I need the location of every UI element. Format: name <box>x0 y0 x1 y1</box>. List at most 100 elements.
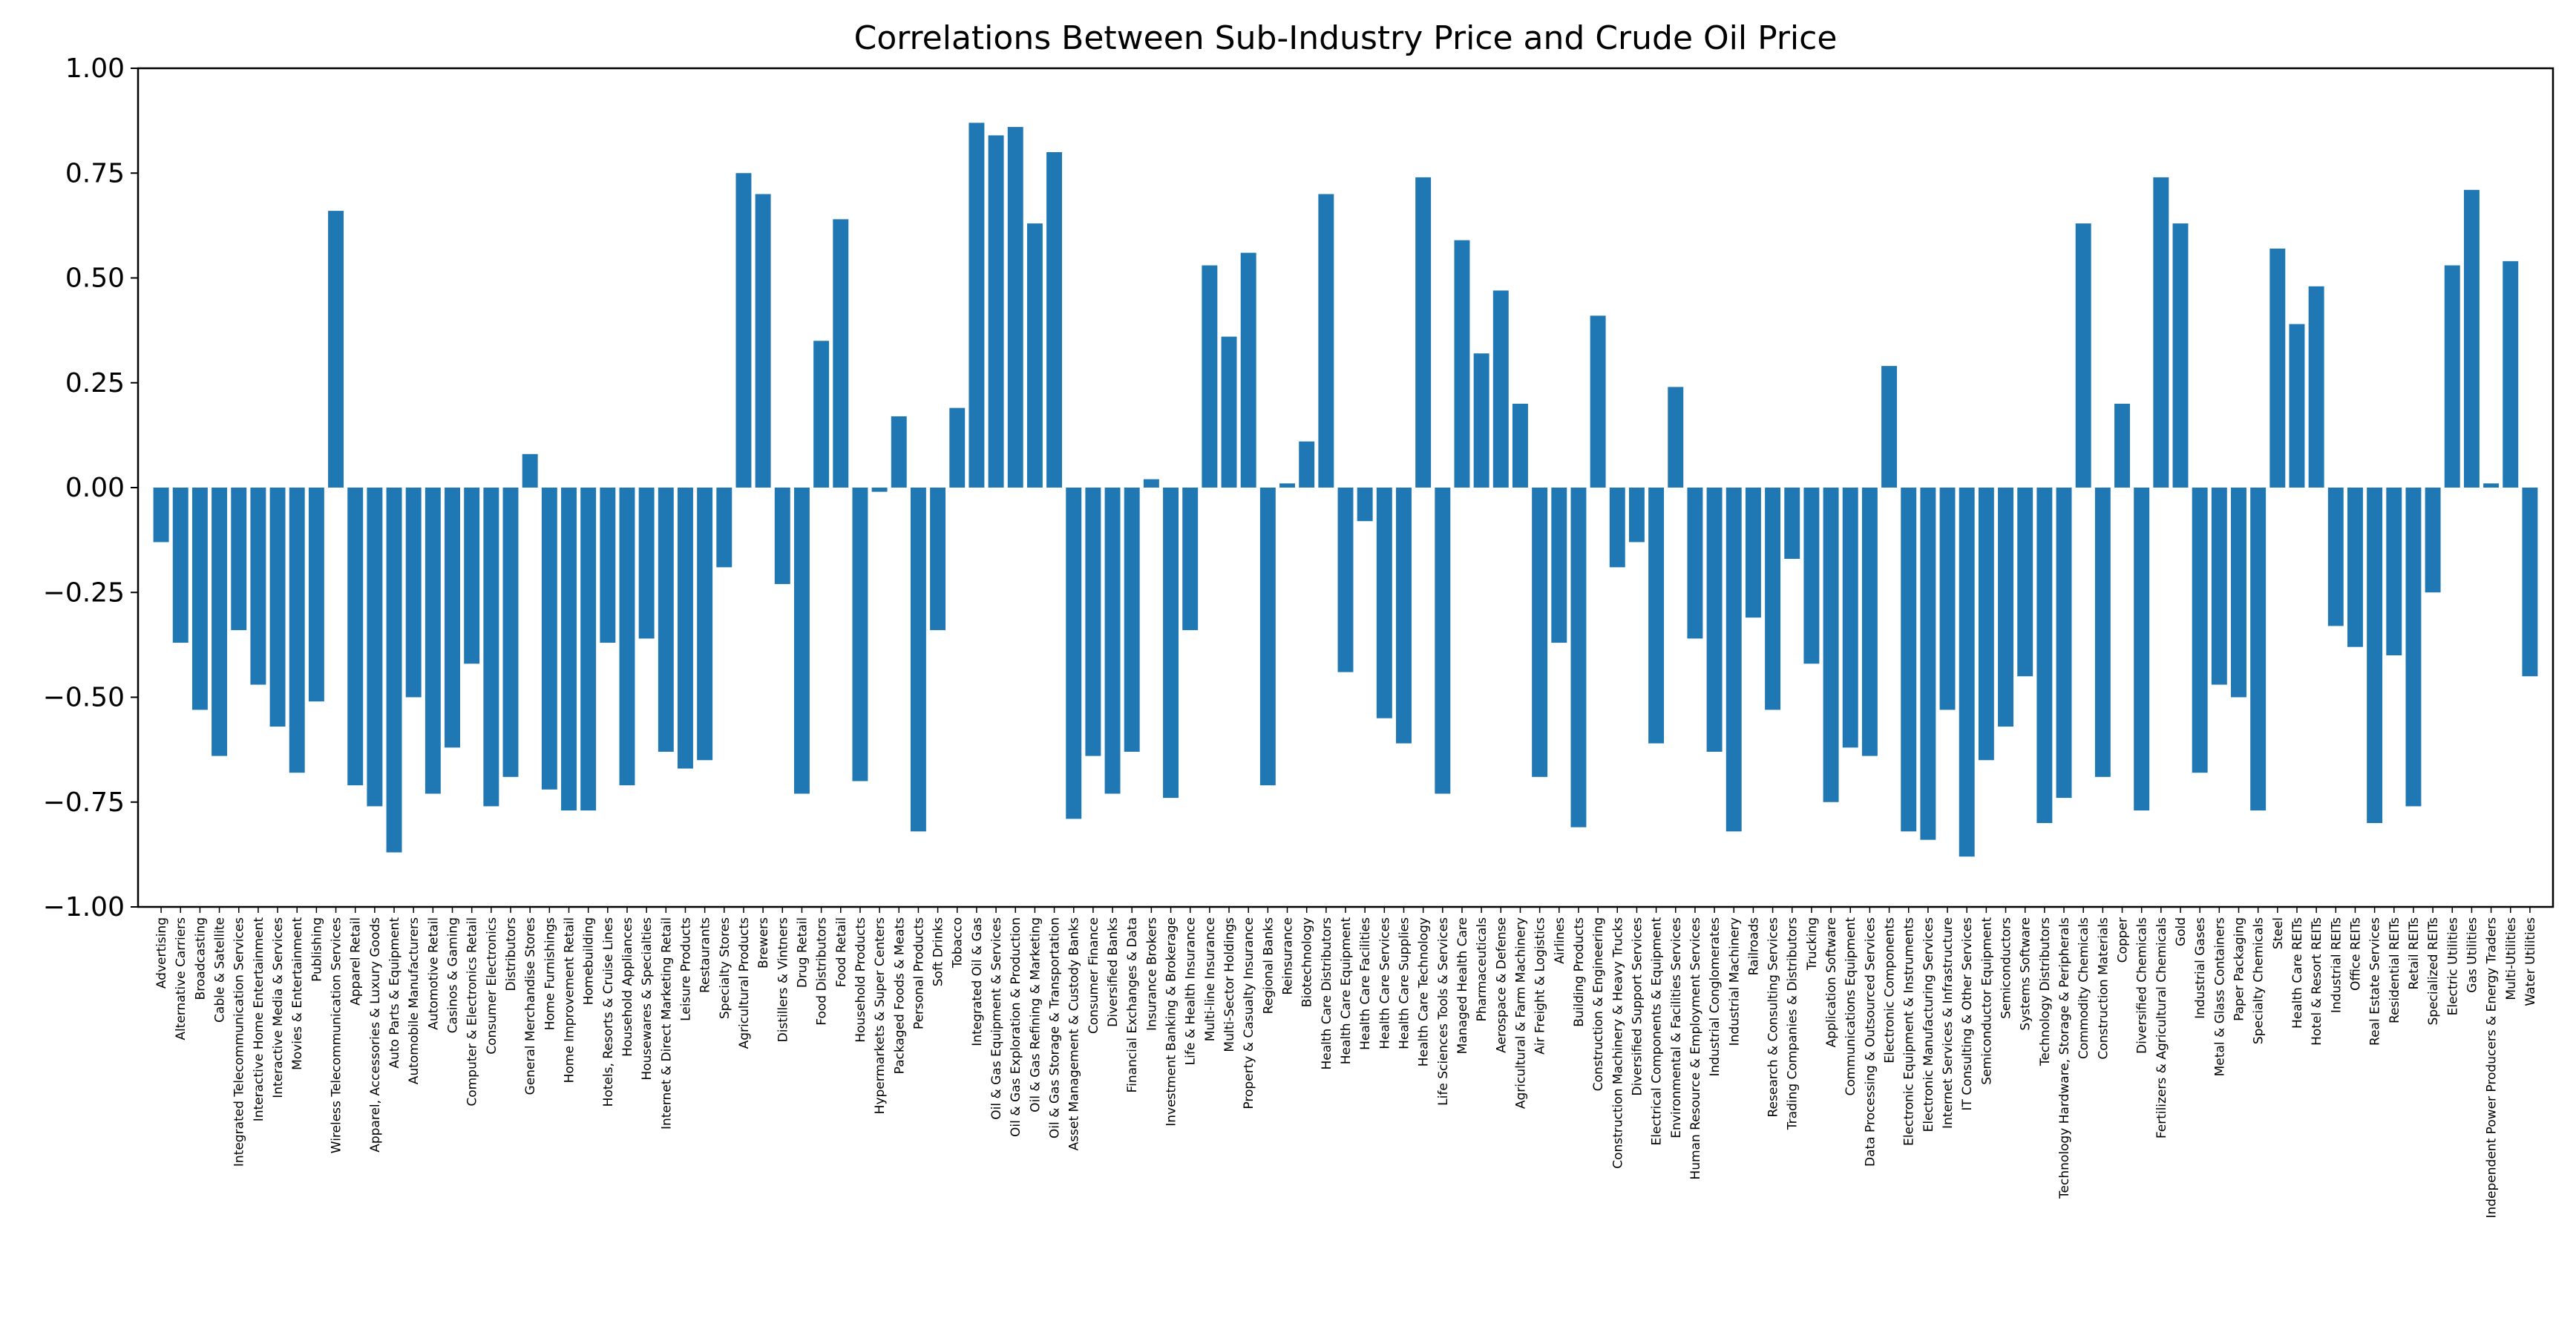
bar <box>1803 488 1820 664</box>
bar <box>2444 265 2460 488</box>
bar <box>1435 488 1451 794</box>
bar <box>1609 488 1625 568</box>
x-tick-label: Semiconductors <box>1999 917 2014 1019</box>
x-tick-label: Tobacco <box>951 917 966 969</box>
x-tick-label: Industrial Conglomerates <box>1708 917 1723 1077</box>
bar <box>1532 488 1548 777</box>
bar <box>949 407 966 488</box>
bar <box>445 488 460 748</box>
bar <box>231 488 247 631</box>
bar <box>1376 488 1392 718</box>
bar <box>1299 441 1315 488</box>
bar <box>386 488 402 853</box>
x-tick-label: General Merchandise Stores <box>523 917 538 1095</box>
y-tick-label: −1.00 <box>43 892 125 922</box>
bar <box>891 416 907 488</box>
bar <box>1687 488 1703 639</box>
bar <box>1784 488 1800 560</box>
bar <box>1765 488 1781 710</box>
x-tick-label: Agricultural & Farm Machinery <box>1513 917 1528 1109</box>
x-tick-label: Industrial REITs <box>2329 917 2344 1013</box>
x-tick-label: Pharmaceuticals <box>1475 917 1489 1022</box>
bar <box>2522 488 2538 677</box>
bar <box>1492 290 1509 488</box>
bar <box>793 488 810 794</box>
bar <box>1357 488 1373 522</box>
bar <box>1959 488 1975 857</box>
bar <box>2327 488 2344 626</box>
bar <box>2425 488 2441 593</box>
x-tick-label: Biotechnology <box>1300 917 1315 1007</box>
bar <box>1415 177 1432 488</box>
x-tick-label: Reinsurance <box>1281 917 1296 995</box>
x-tick-label: Electrical Components & Equipment <box>1650 917 1665 1146</box>
bar <box>813 341 830 488</box>
bar <box>2094 488 2111 777</box>
bar <box>1104 488 1121 794</box>
bar <box>1221 336 1237 488</box>
x-tick-label: Oil & Gas Refining & Marketing <box>1028 917 1043 1112</box>
bar <box>1259 488 1276 786</box>
x-tick-label: Financial Exchanges & Data <box>1125 917 1140 1092</box>
y-tick-label: 0.00 <box>65 473 125 503</box>
x-tick-label: Internet Services & Infrastructure <box>1941 917 1956 1129</box>
bar <box>2036 488 2053 823</box>
bar <box>2211 488 2227 685</box>
bar <box>212 488 228 756</box>
x-tick-label: Agricultural Products <box>737 917 752 1049</box>
bar <box>1046 152 1063 488</box>
bar <box>1026 223 1043 488</box>
x-tick-label: Gas Utilities <box>2465 917 2480 993</box>
bar <box>1823 488 1839 802</box>
x-tick-label: Automotive Retail <box>426 917 441 1030</box>
bar <box>1318 194 1334 488</box>
x-tick-label: Broadcasting <box>193 917 208 1000</box>
x-tick-label: Health Care REITs <box>2290 917 2305 1029</box>
x-tick-label: Internet & Direct Marketing Retail <box>659 917 674 1130</box>
bar <box>1337 488 1354 672</box>
x-tick-label: Personal Products <box>911 917 926 1029</box>
x-tick-label: Alternative Carriers <box>174 917 189 1040</box>
y-tick-label: −0.75 <box>43 787 125 818</box>
x-tick-label: Trucking <box>1805 917 1820 971</box>
bar <box>1551 488 1567 643</box>
x-tick-label: Multi-line Insurance <box>1203 917 1218 1041</box>
bar <box>1920 488 1936 840</box>
x-tick-label: Independent Power Producers & Energy Tra… <box>2485 917 2500 1219</box>
bar <box>2114 404 2130 488</box>
x-tick-label: Property & Casualty Insurance <box>1242 917 1256 1110</box>
bar <box>425 488 441 794</box>
x-tick-label: Interactive Home Entertainment <box>252 917 266 1122</box>
bar <box>969 122 985 488</box>
x-tick-label: Multi-Utilities <box>2504 917 2519 1000</box>
x-tick-label: Airlines <box>1553 917 1567 964</box>
bar <box>2367 488 2383 823</box>
x-tick-label: Building Products <box>1572 917 1587 1027</box>
bar <box>1570 488 1587 828</box>
bar <box>191 488 208 710</box>
bar <box>1066 488 1082 819</box>
bar <box>2134 488 2150 811</box>
x-tick-label: Cable & Satellite <box>213 917 228 1023</box>
x-tick-label: Air Freight & Logistics <box>1533 917 1548 1055</box>
x-tick-label: Publishing <box>309 917 324 982</box>
x-tick-label: Drug Retail <box>795 917 810 988</box>
x-tick-label: Packaged Foods & Meats <box>892 917 907 1075</box>
bar <box>1668 387 1684 488</box>
x-tick-label: Regional Banks <box>1261 917 1276 1014</box>
bar <box>638 488 655 639</box>
bar <box>2153 177 2169 488</box>
x-tick-label: Construction Machinery & Heavy Trucks <box>1610 917 1625 1169</box>
x-tick-label: Advertising <box>154 917 169 989</box>
x-tick-label: Consumer Finance <box>1087 917 1101 1034</box>
y-tick-label: 1.00 <box>65 53 125 84</box>
bar <box>1939 488 1956 710</box>
x-tick-label: Integrated Oil & Gas <box>970 917 985 1046</box>
bar <box>367 488 383 807</box>
bar <box>678 488 693 769</box>
bar <box>1279 483 1295 488</box>
x-tick-label: Human Resource & Employment Services <box>1688 917 1703 1180</box>
y-tick-label: −0.50 <box>43 683 125 713</box>
x-tick-label: Gold <box>2174 917 2189 946</box>
